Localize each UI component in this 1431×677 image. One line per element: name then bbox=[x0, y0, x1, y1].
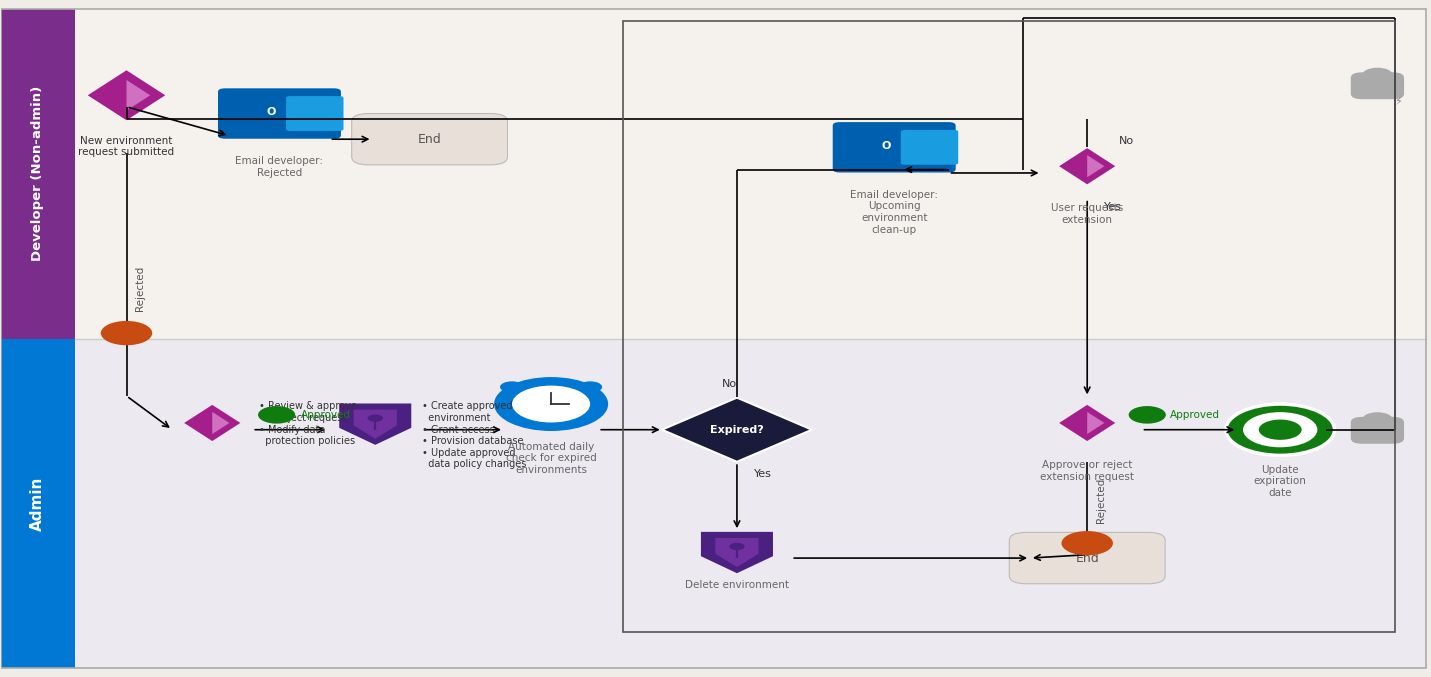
Polygon shape bbox=[663, 397, 811, 462]
Text: End: End bbox=[1075, 552, 1099, 565]
Text: Expired?: Expired? bbox=[710, 424, 764, 435]
FancyBboxPatch shape bbox=[1009, 532, 1165, 584]
Text: Rejected: Rejected bbox=[135, 266, 145, 311]
Polygon shape bbox=[185, 405, 240, 441]
Text: O: O bbox=[881, 141, 890, 151]
Circle shape bbox=[258, 406, 295, 424]
Text: • Review & approve
  or reject request
• Modify data
  protection policies: • Review & approve or reject request • M… bbox=[259, 401, 358, 446]
Text: No: No bbox=[723, 379, 737, 389]
Polygon shape bbox=[126, 80, 150, 110]
Text: Yes: Yes bbox=[754, 468, 771, 479]
Polygon shape bbox=[212, 412, 229, 434]
FancyBboxPatch shape bbox=[833, 122, 956, 173]
Text: Update
expiration
date: Update expiration date bbox=[1254, 465, 1307, 498]
Polygon shape bbox=[701, 532, 773, 573]
Circle shape bbox=[512, 386, 590, 422]
Text: • Create approved
  environment
• Grant access
• Provision database
• Update app: • Create approved environment • Grant ac… bbox=[422, 401, 527, 469]
Text: Email developer:
Upcoming
environment
clean-up: Email developer: Upcoming environment cl… bbox=[850, 190, 939, 235]
Text: ⚡: ⚡ bbox=[1395, 97, 1402, 108]
Polygon shape bbox=[716, 538, 758, 567]
FancyBboxPatch shape bbox=[1351, 417, 1404, 443]
Text: Delete environment: Delete environment bbox=[685, 580, 788, 590]
Text: Approve or reject
extension request: Approve or reject extension request bbox=[1040, 460, 1135, 482]
Text: Automated daily
check for expired
environments: Automated daily check for expired enviro… bbox=[505, 442, 597, 475]
Circle shape bbox=[100, 321, 152, 345]
Polygon shape bbox=[1059, 148, 1115, 184]
Circle shape bbox=[730, 543, 744, 550]
Polygon shape bbox=[353, 410, 396, 439]
Text: Approved: Approved bbox=[301, 410, 351, 420]
Text: No: No bbox=[1119, 136, 1133, 146]
Circle shape bbox=[1226, 404, 1335, 456]
FancyBboxPatch shape bbox=[74, 9, 1427, 338]
FancyBboxPatch shape bbox=[74, 338, 1427, 668]
Polygon shape bbox=[1088, 412, 1105, 434]
Circle shape bbox=[1259, 420, 1302, 440]
Circle shape bbox=[1062, 531, 1113, 555]
FancyBboxPatch shape bbox=[1351, 72, 1404, 100]
FancyBboxPatch shape bbox=[352, 114, 508, 165]
Circle shape bbox=[578, 381, 602, 393]
Text: New environment
request submitted: New environment request submitted bbox=[79, 136, 175, 158]
FancyBboxPatch shape bbox=[0, 9, 74, 338]
Circle shape bbox=[1362, 68, 1392, 82]
Polygon shape bbox=[339, 403, 411, 445]
FancyBboxPatch shape bbox=[286, 96, 343, 131]
Circle shape bbox=[494, 377, 608, 431]
Polygon shape bbox=[1059, 405, 1115, 441]
Text: Yes: Yes bbox=[1105, 202, 1122, 212]
Circle shape bbox=[368, 414, 384, 422]
FancyBboxPatch shape bbox=[0, 338, 74, 668]
Circle shape bbox=[1129, 406, 1166, 424]
Text: Rejected: Rejected bbox=[1096, 478, 1106, 523]
Polygon shape bbox=[1088, 155, 1105, 177]
FancyBboxPatch shape bbox=[900, 130, 959, 165]
Text: End: End bbox=[418, 133, 441, 146]
Circle shape bbox=[499, 381, 524, 393]
Text: Approved: Approved bbox=[1171, 410, 1221, 420]
Text: Developer (Non-admin): Developer (Non-admin) bbox=[31, 86, 44, 261]
Circle shape bbox=[1244, 412, 1318, 447]
Text: User requests
extension: User requests extension bbox=[1052, 203, 1123, 225]
Polygon shape bbox=[87, 70, 165, 121]
Text: Email developer:
Rejected: Email developer: Rejected bbox=[236, 156, 323, 177]
Circle shape bbox=[1362, 412, 1392, 427]
Text: O: O bbox=[266, 107, 276, 117]
FancyBboxPatch shape bbox=[218, 88, 341, 139]
Text: Admin: Admin bbox=[30, 476, 46, 531]
